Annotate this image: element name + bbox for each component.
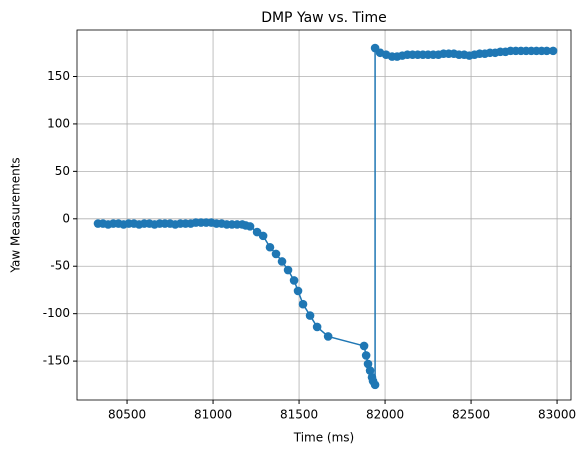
marker <box>359 341 369 351</box>
chart-title: DMP Yaw vs. Time <box>261 10 387 26</box>
plot-frame <box>76 29 572 401</box>
x-axis-label: Time (ms) <box>293 431 355 445</box>
y-tick-label: 0 <box>62 211 70 225</box>
marker <box>293 286 303 296</box>
y-tick-label: -50 <box>50 259 70 273</box>
y-tick-label: -150 <box>43 354 70 368</box>
y-tick-label: 150 <box>47 69 70 83</box>
marker <box>245 222 255 231</box>
x-tick-label: 82000 <box>366 408 404 422</box>
marker <box>265 242 275 252</box>
x-tick-label: 80500 <box>108 408 146 422</box>
y-axis-label: Yaw Measurements <box>9 157 23 273</box>
y-tick-label: 100 <box>47 116 70 130</box>
x-tick-label: 83000 <box>538 408 576 422</box>
marker <box>542 46 552 56</box>
marker <box>365 366 375 375</box>
marker <box>277 257 287 266</box>
marker <box>361 351 371 360</box>
marker <box>363 359 373 369</box>
marker <box>370 380 380 390</box>
marker <box>283 265 293 275</box>
y-tick-label: 50 <box>55 164 70 178</box>
x-tick-label: 81000 <box>194 408 232 422</box>
y-tick-label: -100 <box>43 306 70 320</box>
marker <box>298 299 308 309</box>
marker <box>312 322 322 332</box>
marker <box>258 231 268 241</box>
x-tick-label: 82500 <box>452 408 490 422</box>
marker <box>271 249 281 259</box>
marker <box>323 332 333 341</box>
marker <box>548 46 558 56</box>
marker <box>289 276 299 285</box>
x-tick-label: 81500 <box>280 408 318 422</box>
marker <box>305 311 315 320</box>
